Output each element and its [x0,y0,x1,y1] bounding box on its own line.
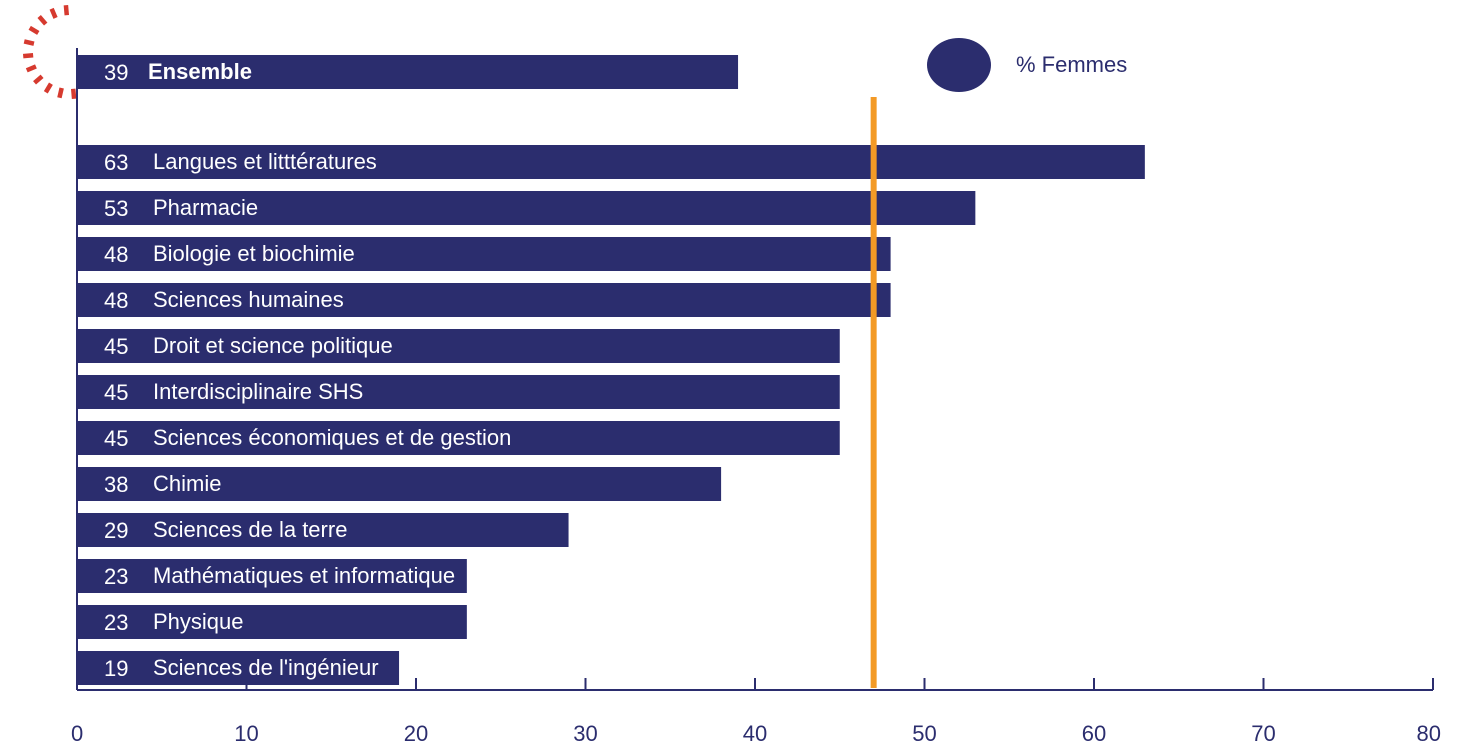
bar-category-label: Sciences de l'ingénieur [153,655,379,680]
bar [77,191,976,225]
x-tick-label: 80 [1417,721,1441,746]
decoration-dash [63,4,70,16]
bar-category-label: Sciences de la terre [153,517,347,542]
bar-row: 48 Biologie et biochimie [77,237,891,271]
bar-row: 38 Chimie [77,467,722,501]
bar-row: 63 Langues et litttératures [77,145,1145,179]
bar [77,651,400,685]
x-tick-label: 10 [234,721,258,746]
x-tick-label: 50 [912,721,936,746]
bar-category-label: Langues et litttératures [153,149,377,174]
bar-row: 48 Sciences humaines [77,283,891,317]
bar [77,237,891,271]
x-tick-label: 60 [1082,721,1106,746]
bar-category-label: Interdisciplinaire SHS [153,379,363,404]
x-tick-label: 40 [743,721,767,746]
bar-category-label: Sciences économiques et de gestion [153,425,511,450]
bar-category-label: Chimie [153,471,221,496]
bar-row: 45 Sciences économiques et de gestion [77,421,840,455]
bar-row: 29 Sciences de la terre [77,513,569,547]
x-tick-label: 0 [71,721,83,746]
bar-value-label: 29 [104,518,128,543]
decoration-dash [37,15,48,26]
bar-value-label: 45 [104,334,128,359]
bar-category-label: Ensemble [148,59,252,84]
bar-category-label: Physique [153,609,244,634]
bar [77,605,467,639]
bar [77,467,722,501]
bar-value-label: 45 [104,426,128,451]
bar [77,421,840,455]
legend: % Femmes [927,38,1127,92]
bar-value-label: 48 [104,288,128,313]
decoration-dash [33,74,44,85]
bar [77,513,569,547]
bar-category-label: Biologie et biochimie [153,241,355,266]
bar-row: 53 Pharmacie [77,191,976,225]
bar [77,375,840,409]
bar-value-label: 38 [104,472,128,497]
x-tick-label: 20 [404,721,428,746]
bar-row: 23 Mathématiques et informatique [77,559,467,593]
decoration-dash [49,7,58,19]
legend-swatch [927,38,991,92]
bar-value-label: 19 [104,656,128,681]
bar [77,329,840,363]
bar-category-label: Pharmacie [153,195,258,220]
bar-row: 39 Ensemble [77,55,739,89]
bar-row: 45 Droit et science politique [77,329,840,363]
bar-value-label: 45 [104,380,128,405]
x-tick-label: 70 [1251,721,1275,746]
bar-category-label: Droit et science politique [153,333,393,358]
bar-category-label: Mathématiques et informatique [153,563,455,588]
legend-label: % Femmes [1016,52,1127,77]
bar [77,283,891,317]
bar-value-label: 39 [104,60,128,85]
decoration-dash [22,52,34,59]
bars: 39 Ensemble 63 Langues et litttératures 53 Ph… [77,55,1145,685]
decoration-dash [28,25,40,35]
bar [77,145,1145,179]
decoration-dash [70,88,77,100]
decoration-dash [25,64,37,73]
decoration-dash [43,82,53,94]
axes: 0 10 20 30 40 50 60 70 80 [71,48,1441,746]
bar-row: 19 Sciences de l'ingénieur [77,651,400,685]
decoration-dash [57,87,64,99]
bar-value-label: 63 [104,150,128,175]
bar-value-label: 23 [104,564,128,589]
bar-value-label: 23 [104,610,128,635]
bar-row: 23 Physique [77,605,467,639]
bar-row: 45 Interdisciplinaire SHS [77,375,840,409]
x-tick-label: 30 [573,721,597,746]
decoration-dash [23,39,35,46]
bar-value-label: 53 [104,196,128,221]
dashed-circle-decoration [22,4,77,100]
bar [77,559,467,593]
bar-value-label: 48 [104,242,128,267]
bar-category-label: Sciences humaines [153,287,344,312]
bar [77,55,739,89]
